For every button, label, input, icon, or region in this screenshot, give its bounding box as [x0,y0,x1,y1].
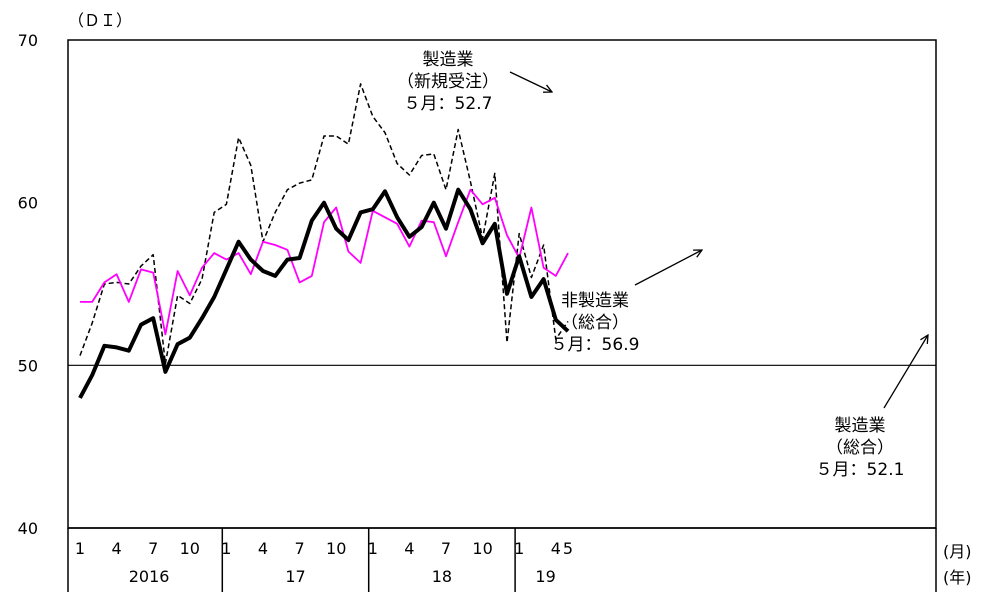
x-tick-label: 1 [514,539,524,558]
year-label: 17 [285,567,305,586]
x-tick-label: 7 [148,539,158,558]
x-tick-label: 4 [404,539,414,558]
y-tick-label: 50 [18,356,38,375]
x-tick-label: 7 [295,539,305,558]
y-unit-label: （ＤＩ） [68,11,132,30]
annotation-arrow [634,250,702,286]
x-tick-label: 10 [326,539,346,558]
series-layer [78,83,570,399]
x-tick-label: 7 [441,539,451,558]
x-tick-label: 4 [258,539,268,558]
annotation-text: （総合） [561,313,629,333]
series-line-mfg-new-orders [79,83,569,365]
year-label: 2016 [129,567,170,586]
annotation-arrow [883,335,928,409]
annotation-layer: 製造業（新規受注）５月：52.7非製造業（総合）５月：56.9製造業（総合）５月… [397,50,928,480]
series-line-mfg-composite [78,187,570,399]
x-tick-label: 4 [112,539,122,558]
x-tick-label: 4 [551,539,561,558]
year-label: 18 [432,567,452,586]
plot-frame [67,39,937,529]
year-unit-label: (年) [943,568,972,587]
annotation-text: 製造業 [423,50,474,70]
grid-layer [67,39,937,529]
month-unit-label: (月) [943,542,972,561]
annotation-text: ５月：52.1 [816,460,905,480]
x-tick-label: 10 [472,539,492,558]
x-tick-label: 1 [368,539,378,558]
y-tick-label: 70 [18,31,38,50]
year-label: 19 [535,567,555,586]
x-tick-label: 5 [563,539,573,558]
series-line-non-mfg-composite [80,188,569,336]
y-tick-label: 60 [18,194,38,213]
y-tick-label: 40 [18,519,38,538]
annotation-arrow [509,71,552,92]
x-tick-label: 10 [180,539,200,558]
x-tick-label: 1 [75,539,85,558]
x-tick-label: 1 [221,539,231,558]
annotation-text: 非製造業 [561,291,629,311]
annotation-text: ５月：52.7 [404,94,493,114]
annotation-text: （総合） [826,438,894,458]
annotation-text: （新規受注） [397,72,499,92]
annotation-text: 製造業 [835,416,886,436]
annotation-text: ５月：56.9 [551,335,640,355]
